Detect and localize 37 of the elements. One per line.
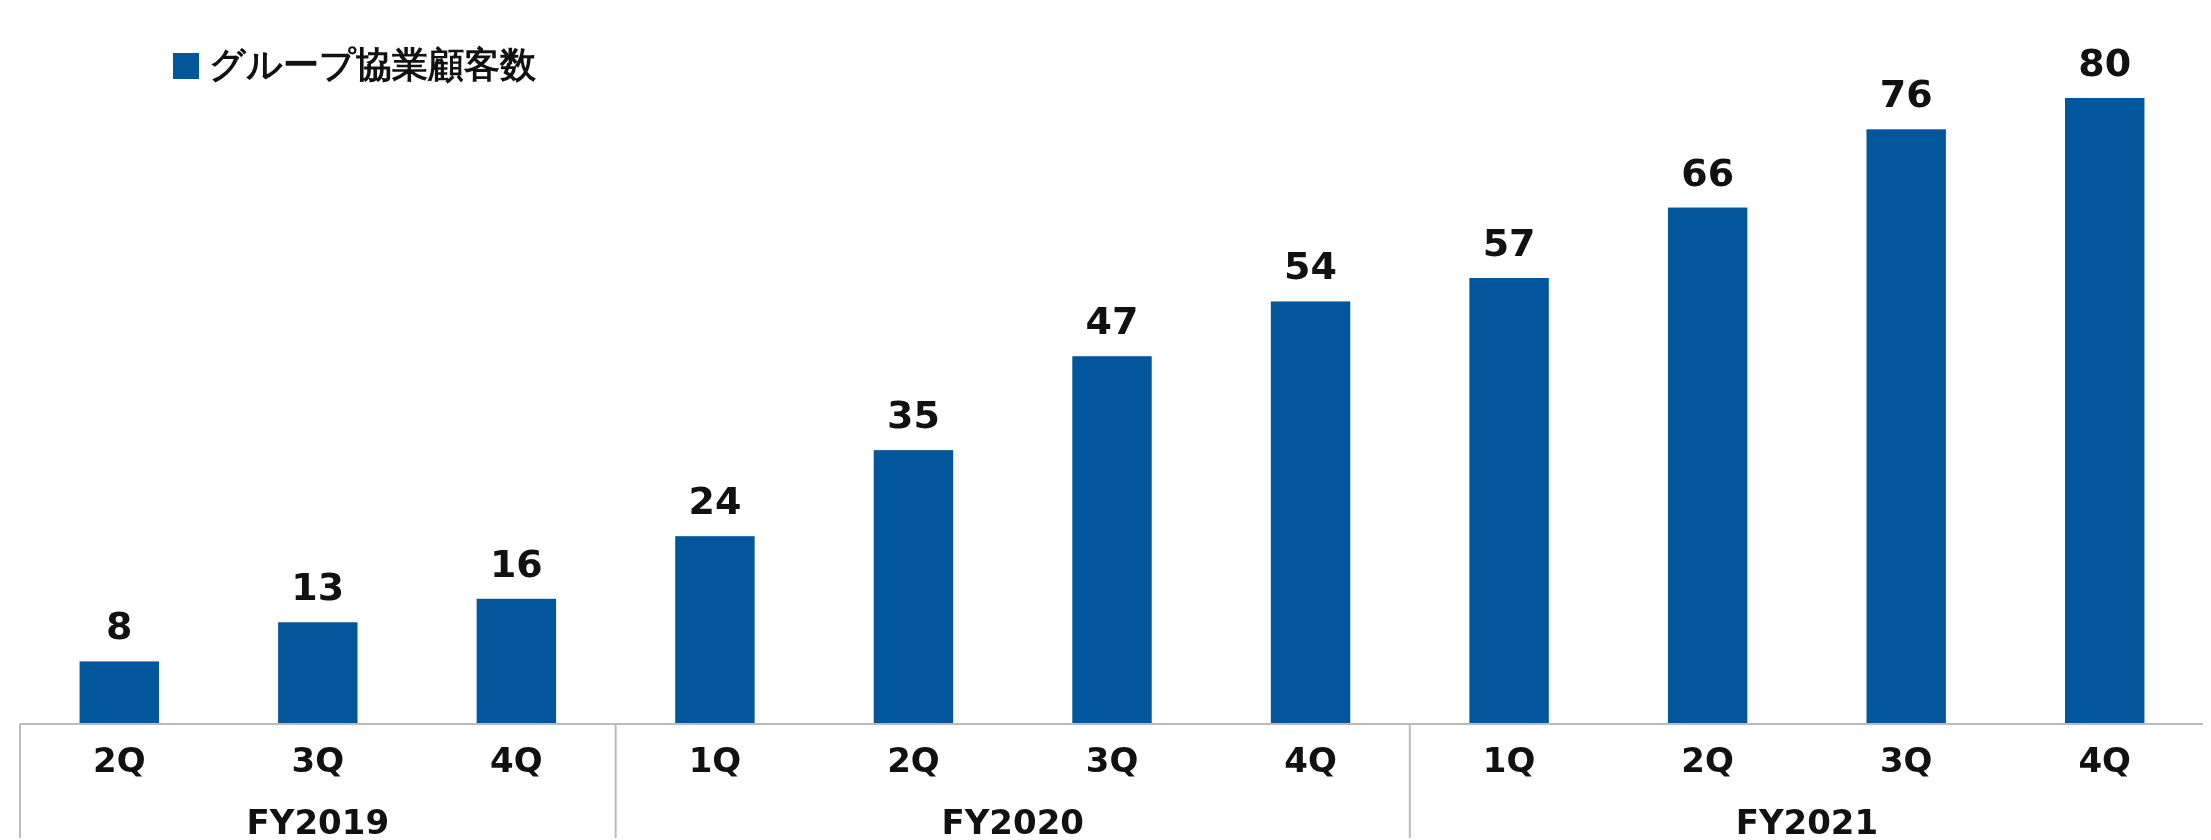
bar [873,450,954,724]
x-tick-label: 1Q [688,740,742,780]
x-tick-label: 3Q [1879,740,1933,780]
data-label: 24 [688,479,742,524]
x-tick-label: 4Q [2078,740,2132,780]
bar [675,536,755,724]
data-label: 80 [2078,41,2132,85]
data-label: 35 [887,393,940,438]
data-label: 8 [106,604,133,649]
x-tick-label: 2Q [92,740,146,780]
x-tick-label: 4Q [1284,740,1337,780]
bar [1667,207,1748,724]
bar [79,661,159,724]
x-tick-label: 2Q [887,740,940,780]
bar [1072,356,1152,724]
bar [1270,301,1351,724]
text: FY2021 [1735,802,1879,840]
x-tick-label: 4Q [490,740,543,780]
legend-label: グループ協業顧客数 [209,44,537,85]
bar [476,598,557,724]
data-label: 47 [1085,299,1139,344]
data-label: 54 [1284,244,1337,289]
data-label: 13 [291,565,345,610]
text: FY2020 [941,802,1084,840]
x-tick-label: 1Q [1482,740,1536,780]
text: FY2019 [246,802,390,840]
bar [1866,129,1946,724]
bar [278,622,358,724]
x-tick-label: 2Q [1681,740,1734,780]
bar [1469,277,1549,724]
x-tick-label: 3Q [291,740,345,780]
data-label: 16 [489,541,543,586]
data-label: 57 [1482,220,1536,265]
data-label: 66 [1681,150,1735,195]
bar [2065,98,2145,724]
x-tick-label: 3Q [1085,740,1139,780]
data-label: 76 [1879,72,1933,117]
